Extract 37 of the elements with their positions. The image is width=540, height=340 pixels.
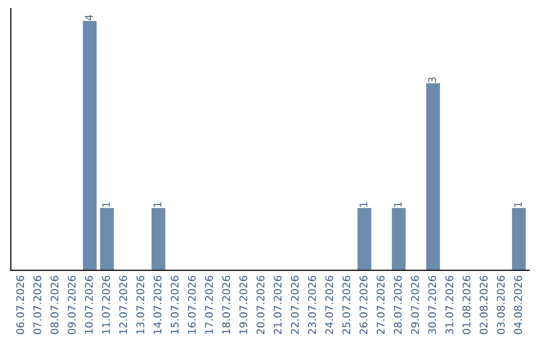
x-tick-label: 11.07.2026 <box>102 276 110 334</box>
x-tick-label: 16.07.2026 <box>188 276 196 334</box>
x-tick-label: 30.07.2026 <box>428 276 436 334</box>
x-tick-label: 09.07.2026 <box>68 276 76 334</box>
x-tick-label: 24.07.2026 <box>325 276 334 334</box>
x-tick-label: 13.07.2026 <box>136 276 144 334</box>
data-label: 1 <box>514 202 522 207</box>
x-tick-label: 29.07.2026 <box>411 276 419 334</box>
data-label: 1 <box>154 202 162 207</box>
x-tick-label: 18.07.2026 <box>222 276 230 334</box>
data-label: 1 <box>102 202 110 207</box>
x-tick-label: 22.07.2026 <box>290 276 299 334</box>
x-tick-label: 04.08.2026 <box>514 276 522 334</box>
x-tick-label: 08.07.2026 <box>50 276 58 334</box>
x-tick-label: 25.07.2026 <box>342 276 350 334</box>
x-tick-label: 20.07.2026 <box>256 276 264 334</box>
data-label: 4 <box>85 14 93 20</box>
x-tick-label: 10.07.2026 <box>84 276 93 334</box>
data-label: 3 <box>428 78 436 83</box>
x-tick-label: 31.07.2026 <box>445 276 454 334</box>
x-tick-label: 26.07.2026 <box>360 276 368 334</box>
x-tick-label: 06.07.2026 <box>16 276 24 334</box>
x-tick-label: 15.07.2026 <box>170 276 179 334</box>
x-tick-label: 27.07.2026 <box>376 276 385 334</box>
x-tick-label: 19.07.2026 <box>239 276 248 334</box>
x-tick-label: 01.08.2026 <box>462 276 470 334</box>
x-tick-label: 07.07.2026 <box>33 276 42 334</box>
x-tick-label: 23.07.2026 <box>308 276 316 334</box>
x-tick-label: 03.08.2026 <box>496 276 505 334</box>
x-tick-label: 12.07.2026 <box>119 276 128 334</box>
x-tick-label: 28.07.2026 <box>394 276 402 334</box>
x-tick-label: 17.07.2026 <box>205 276 213 334</box>
x-tick-label: 14.07.2026 <box>154 276 162 334</box>
x-tick-label: 02.08.2026 <box>480 276 488 334</box>
x-tick-label: 21.07.2026 <box>274 276 282 334</box>
data-label: 1 <box>360 202 368 207</box>
data-label: 1 <box>394 202 402 207</box>
